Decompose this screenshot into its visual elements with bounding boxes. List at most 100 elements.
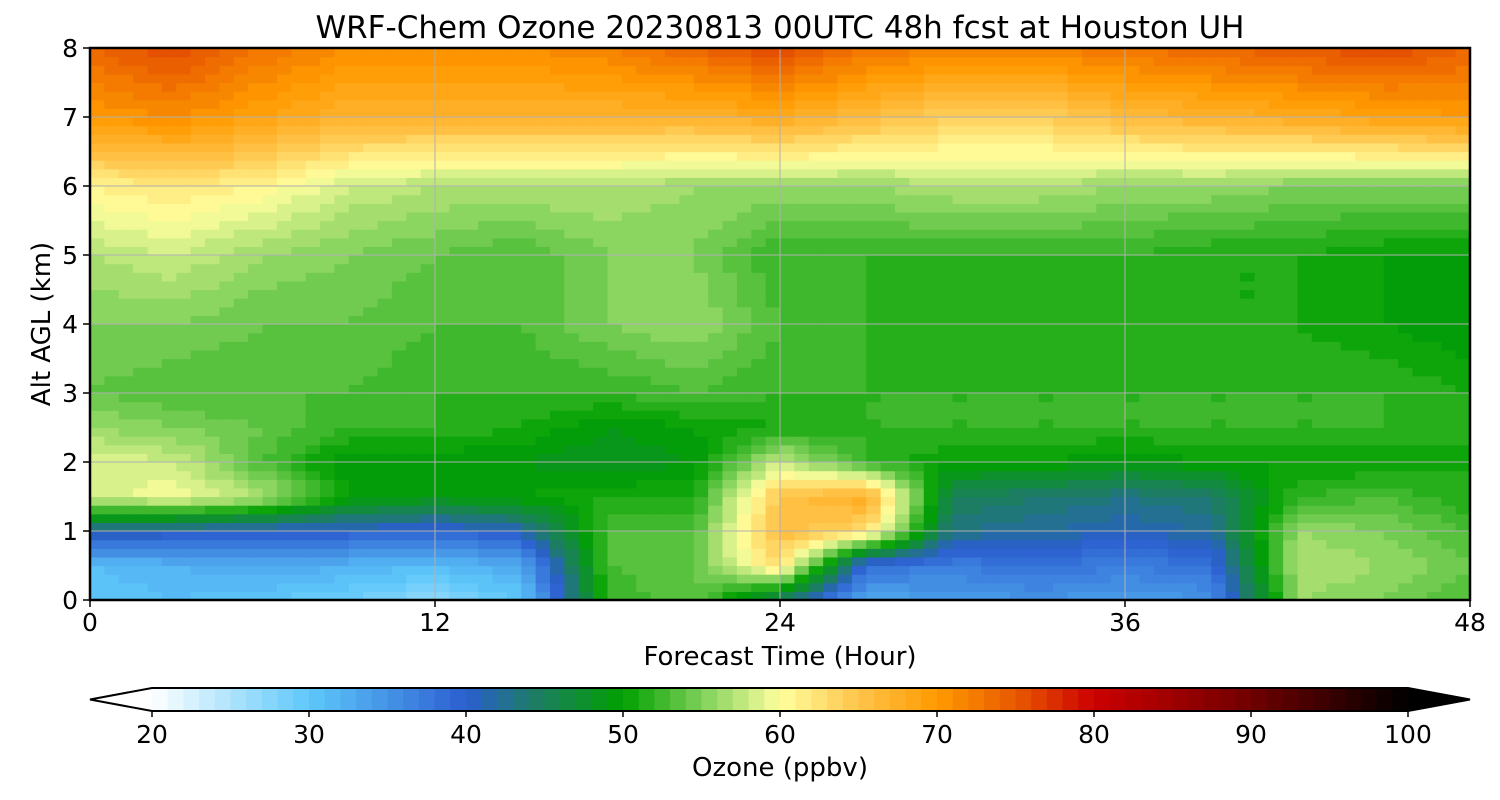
heatmap-cell: [90, 298, 105, 308]
heatmap-cell: [708, 220, 724, 230]
heatmap-cell: [1096, 453, 1112, 463]
heatmap-cell: [219, 255, 235, 265]
heatmap-cell: [1412, 513, 1428, 523]
heatmap-cell: [1369, 203, 1385, 213]
heatmap-cell: [923, 289, 939, 299]
heatmap-cell: [751, 332, 767, 342]
heatmap-cell: [607, 539, 623, 549]
heatmap-cell: [90, 505, 105, 515]
heatmap-cell: [1398, 470, 1414, 480]
heatmap-cell: [995, 246, 1011, 256]
heatmap-cell: [1412, 332, 1428, 342]
heatmap-cell: [1110, 151, 1126, 161]
heatmap-cell: [1412, 289, 1428, 299]
heatmap-cell: [506, 513, 522, 523]
heatmap-cell: [506, 393, 522, 403]
heatmap-cell: [262, 151, 278, 161]
heatmap-cell: [291, 168, 307, 178]
heatmap-cell: [276, 496, 292, 506]
heatmap-cell: [823, 306, 839, 316]
heatmap-cell: [118, 556, 134, 567]
heatmap-cell: [938, 194, 954, 204]
heatmap-cell: [722, 324, 738, 334]
heatmap-cell: [650, 341, 666, 351]
heatmap-cell: [133, 462, 149, 472]
heatmap-cell: [1254, 306, 1270, 316]
heatmap-cell: [952, 246, 968, 256]
heatmap-cell: [492, 444, 508, 454]
heatmap-cell: [1355, 401, 1370, 411]
heatmap-cell: [995, 263, 1011, 273]
heatmap-cell: [219, 496, 235, 506]
heatmap-cell: [363, 367, 379, 377]
heatmap-cell: [909, 582, 925, 592]
heatmap-cell: [1110, 556, 1126, 567]
heatmap-cell: [492, 367, 508, 377]
heatmap-cell: [262, 186, 278, 196]
heatmap-cell: [406, 384, 422, 394]
heatmap-cell: [895, 462, 910, 472]
heatmap-cell: [550, 211, 565, 222]
heatmap-cell: [866, 487, 882, 498]
heatmap-cell: [837, 539, 853, 549]
heatmap-cell: [923, 246, 939, 256]
heatmap-cell: [406, 539, 422, 549]
heatmap-cell: [578, 246, 594, 256]
heatmap-cell: [104, 186, 120, 196]
heatmap-cell: [808, 531, 824, 541]
heatmap-cell: [348, 487, 364, 498]
heatmap-cell: [808, 470, 824, 480]
heatmap-cell: [478, 487, 494, 498]
heatmap-cell: [1426, 272, 1442, 282]
heatmap-cell: [1268, 263, 1284, 273]
heatmap-cell: [708, 203, 724, 213]
heatmap-cell: [1340, 151, 1356, 161]
heatmap-cell: [966, 505, 982, 515]
heatmap-cell: [1053, 401, 1069, 411]
heatmap-cell: [205, 574, 220, 584]
heatmap-cell: [1268, 246, 1284, 256]
heatmap-cell: [593, 229, 609, 239]
heatmap-cell: [923, 237, 939, 247]
heatmap-cell: [320, 168, 335, 178]
heatmap-cell: [1254, 168, 1270, 178]
heatmap-cell: [578, 289, 594, 299]
heatmap-cell: [550, 358, 565, 368]
heatmap-cell: [133, 582, 149, 592]
heatmap-cell: [1297, 324, 1313, 334]
heatmap-cell: [1024, 298, 1040, 308]
heatmap-cell: [1196, 211, 1212, 222]
heatmap-cell: [205, 401, 220, 411]
heatmap-cell: [1053, 427, 1069, 437]
heatmap-cell: [348, 496, 364, 506]
heatmap-cell: [1211, 487, 1227, 498]
heatmap-cell: [1110, 522, 1126, 532]
heatmap-cell: [1010, 280, 1025, 291]
heatmap-cell: [780, 401, 795, 411]
heatmap-cell: [435, 410, 450, 420]
heatmap-cell: [1455, 220, 1470, 230]
heatmap-cell: [1038, 418, 1054, 429]
heatmap-cell: [521, 280, 537, 291]
heatmap-cell: [665, 298, 680, 308]
heatmap-cell: [1010, 324, 1025, 334]
heatmap-cell: [391, 436, 407, 446]
heatmap-cell: [909, 462, 925, 472]
heatmap-cell: [90, 237, 105, 247]
heatmap-cell: [205, 548, 220, 558]
heatmap-cell: [492, 263, 508, 273]
heatmap-cell: [406, 358, 422, 368]
heatmap-cell: [420, 453, 436, 463]
heatmap-cell: [1053, 367, 1069, 377]
heatmap-cell: [938, 151, 954, 161]
heatmap-cell: [320, 358, 335, 368]
heatmap-cell: [794, 177, 810, 187]
heatmap-cell: [1153, 462, 1169, 472]
heatmap-cell: [420, 436, 436, 446]
heatmap-cell: [535, 246, 551, 256]
heatmap-cell: [161, 263, 177, 273]
heatmap-cell: [708, 444, 724, 454]
heatmap-cell: [837, 418, 853, 429]
heatmap-cell: [276, 453, 292, 463]
heatmap-cell: [219, 539, 235, 549]
